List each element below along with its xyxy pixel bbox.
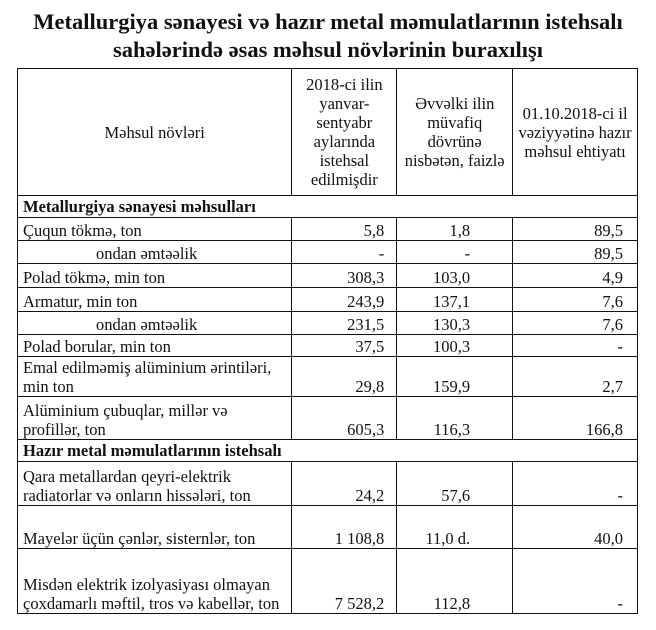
table-row: Qara metallardan qeyri-elektrik radiator…: [16, 461, 638, 506]
table-row: Çuqun tökmə, ton 5,8 1,8 89,5: [16, 217, 638, 241]
percent-value: 159,9: [396, 356, 514, 397]
produced-value: 231,5: [291, 311, 398, 335]
product-name: Emal edilməmiş alüminium ərintiləri, min…: [16, 356, 293, 397]
percent-value: -: [396, 240, 514, 264]
product-name: ondan əmtəəlik: [16, 311, 293, 335]
section-header-row: Metallurgiya sənayesi məhsulları: [17, 195, 638, 218]
section-header-row: Hazır metal məmulatlarının istehsalı: [17, 439, 638, 462]
product-name: Mayelər üçün çənlər, sisternlər, ton: [16, 505, 293, 549]
stock-value: 166,8: [512, 396, 638, 440]
title-line-1: Metallurgiya sənayesi və hazır metal məm…: [33, 9, 623, 34]
produced-value: 5,8: [291, 217, 398, 241]
section-title: Metallurgiya sənayesi məhsulları: [17, 195, 638, 218]
product-table: Məhsul növləri 2018-ci ilin yanvar-senty…: [16, 68, 638, 614]
stock-value: -: [512, 461, 638, 506]
stock-value: 89,5: [512, 217, 638, 241]
percent-value: 100,3: [396, 334, 514, 357]
stock-value: 40,0: [512, 505, 638, 549]
section-title: Hazır metal məmulatlarının istehsalı: [17, 439, 638, 462]
table-row: Misdən elektrik izolyasiyası olmayan çox…: [16, 548, 638, 614]
produced-value: 1 108,8: [291, 505, 398, 549]
product-name: Polad tökmə, min ton: [16, 263, 293, 288]
produced-value: 243,9: [291, 287, 398, 312]
product-name: Polad borular, min ton: [16, 334, 293, 357]
stock-value: -: [512, 548, 638, 614]
product-name: Alüminium çubuqlar, millər və profillər,…: [16, 396, 293, 440]
percent-value: 103,0: [396, 263, 514, 288]
header-product: Məhsul növləri: [16, 68, 293, 196]
stock-value: 2,7: [512, 356, 638, 397]
produced-value: 605,3: [291, 396, 398, 440]
product-name: Misdən elektrik izolyasiyası olmayan çox…: [16, 548, 293, 614]
table-row: Emal edilməmiş alüminium ərintiləri, min…: [16, 356, 638, 397]
table-row: Armatur, min ton 243,9 137,1 7,6: [16, 287, 638, 312]
percent-value: 116,3: [396, 396, 514, 440]
percent-value: 137,1: [396, 287, 514, 312]
table-row: ondan əmtəəlik 231,5 130,3 7,6: [16, 311, 638, 335]
stock-value: 7,6: [512, 287, 638, 312]
percent-value: 130,3: [396, 311, 514, 335]
produced-value: 7 528,2: [291, 548, 398, 614]
stock-value: -: [512, 334, 638, 357]
product-name: Çuqun tökmə, ton: [16, 217, 293, 241]
percent-value: 112,8: [396, 548, 514, 614]
stock-value: 7,6: [512, 311, 638, 335]
stock-value: 89,5: [512, 240, 638, 264]
product-name: Armatur, min ton: [16, 287, 293, 312]
header-percent: Əvvəlki ilin müvafiq dövrünə nisbətən, f…: [396, 68, 514, 196]
product-name: Qara metallardan qeyri-elektrik radiator…: [16, 461, 293, 506]
table-row: Alüminium çubuqlar, millər və profillər,…: [16, 396, 638, 440]
percent-value: 11,0 d.: [396, 505, 514, 549]
produced-value: 308,3: [291, 263, 398, 288]
table-row: Polad tökmə, min ton 308,3 103,0 4,9: [16, 263, 638, 288]
header-stock: 01.10.2018-ci il vəziyyətinə hazır məhsu…: [512, 68, 638, 196]
stock-value: 4,9: [512, 263, 638, 288]
table-row: Mayelər üçün çənlər, sisternlər, ton 1 1…: [16, 505, 638, 549]
produced-value: 37,5: [291, 334, 398, 357]
produced-value: 29,8: [291, 356, 398, 397]
product-name: ondan əmtəəlik: [16, 240, 293, 264]
produced-value: 24,2: [291, 461, 398, 506]
percent-value: 57,6: [396, 461, 514, 506]
percent-value: 1,8: [396, 217, 514, 241]
produced-value: -: [291, 240, 398, 264]
table-row: ondan əmtəəlik - - 89,5: [16, 240, 638, 264]
table-row: Polad borular, min ton 37,5 100,3 -: [16, 334, 638, 357]
header-produced: 2018-ci ilin yanvar-sentyabr aylarında i…: [291, 68, 398, 196]
title-line-2: sahələrində əsas məhsul növlərinin burax…: [112, 37, 544, 62]
